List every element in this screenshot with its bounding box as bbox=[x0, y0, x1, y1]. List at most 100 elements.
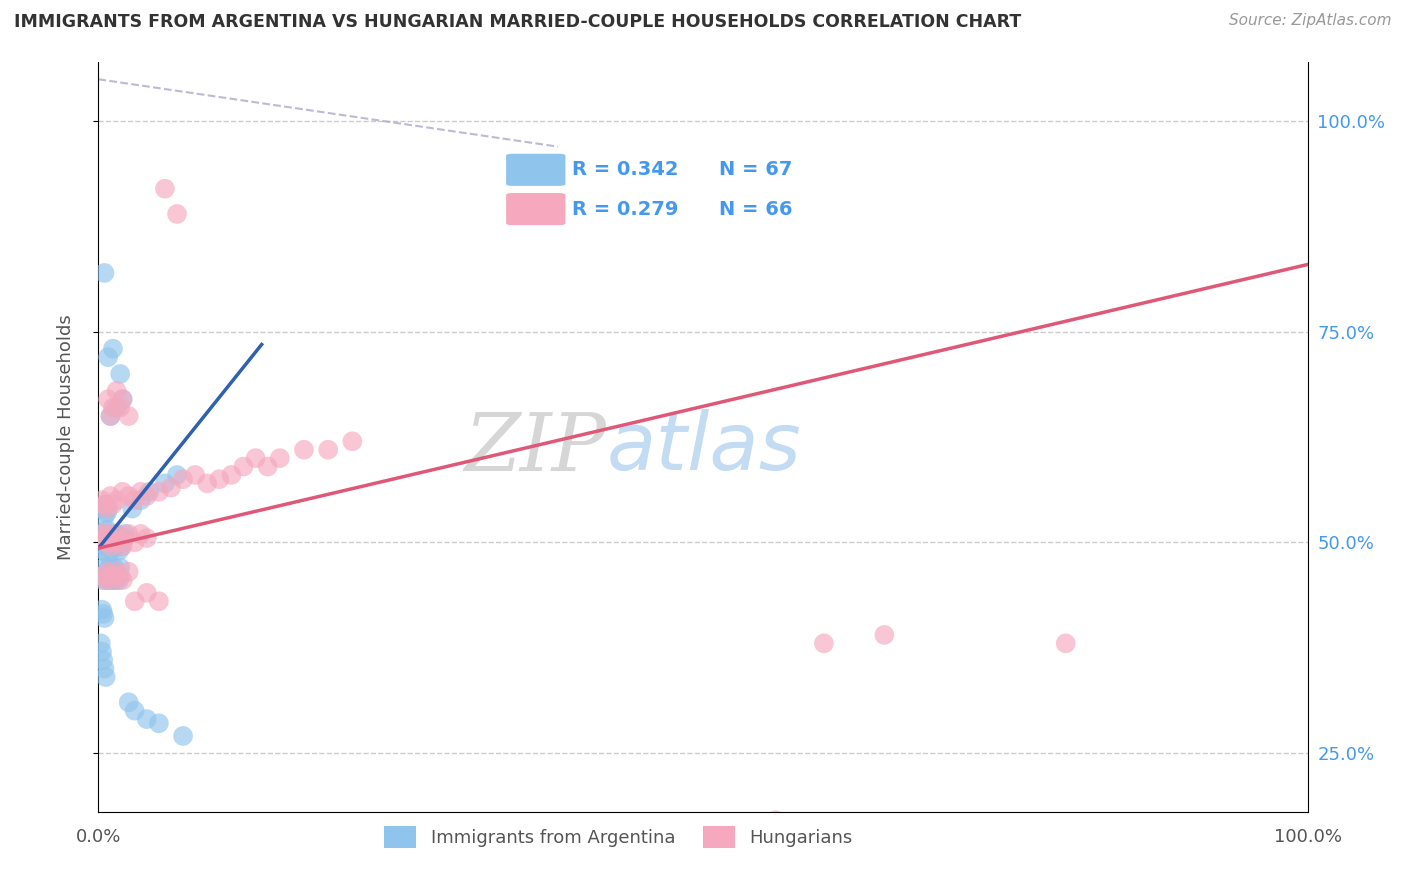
Point bbox=[124, 493, 146, 508]
Point bbox=[93, 266, 115, 280]
Point bbox=[110, 540, 132, 554]
Point bbox=[269, 451, 291, 466]
Point bbox=[148, 484, 170, 499]
Point bbox=[97, 548, 120, 562]
Point bbox=[114, 527, 136, 541]
Point bbox=[97, 350, 120, 364]
Point bbox=[93, 498, 115, 512]
Legend: Immigrants from Argentina, Hungarians: Immigrants from Argentina, Hungarians bbox=[377, 819, 860, 855]
Point bbox=[101, 573, 124, 587]
Point bbox=[256, 459, 278, 474]
Point bbox=[93, 531, 115, 545]
Point bbox=[91, 573, 114, 587]
Point bbox=[93, 662, 115, 676]
Point bbox=[96, 506, 118, 520]
Point bbox=[93, 560, 115, 574]
Point bbox=[135, 489, 157, 503]
Point bbox=[292, 442, 315, 457]
Point bbox=[342, 434, 364, 449]
Point bbox=[166, 207, 188, 221]
Point bbox=[100, 540, 122, 554]
Point bbox=[105, 565, 128, 579]
Point bbox=[104, 540, 127, 554]
Point bbox=[172, 472, 194, 486]
Point bbox=[195, 476, 218, 491]
Point bbox=[135, 712, 157, 726]
Point bbox=[91, 543, 114, 558]
Point bbox=[148, 594, 170, 608]
Point bbox=[97, 573, 120, 587]
Point bbox=[101, 342, 124, 356]
Point bbox=[221, 467, 243, 482]
Point bbox=[118, 489, 141, 503]
Point bbox=[101, 498, 124, 512]
Point bbox=[103, 531, 125, 545]
Point bbox=[100, 573, 122, 587]
Point bbox=[114, 531, 136, 545]
Point bbox=[100, 409, 122, 423]
Point bbox=[118, 695, 141, 709]
Point bbox=[94, 540, 117, 554]
Point bbox=[94, 569, 117, 583]
Point bbox=[118, 565, 141, 579]
Point bbox=[100, 543, 122, 558]
Point bbox=[138, 484, 160, 499]
Point bbox=[94, 670, 117, 684]
Point bbox=[135, 531, 157, 545]
Point bbox=[108, 573, 131, 587]
Text: N = 67: N = 67 bbox=[718, 161, 792, 179]
Point bbox=[135, 586, 157, 600]
Point bbox=[90, 535, 112, 549]
Point bbox=[91, 501, 114, 516]
Point bbox=[232, 459, 254, 474]
Point bbox=[91, 527, 114, 541]
Point bbox=[184, 467, 207, 482]
FancyBboxPatch shape bbox=[506, 193, 565, 225]
Point bbox=[692, 822, 714, 836]
Point bbox=[98, 535, 121, 549]
Point bbox=[91, 602, 114, 616]
Point bbox=[153, 182, 176, 196]
Text: Source: ZipAtlas.com: Source: ZipAtlas.com bbox=[1229, 13, 1392, 29]
Point bbox=[96, 535, 118, 549]
Point bbox=[105, 565, 128, 579]
Point bbox=[160, 481, 183, 495]
Point bbox=[107, 535, 129, 549]
Point bbox=[111, 573, 134, 587]
Point bbox=[105, 384, 128, 398]
Point bbox=[97, 565, 120, 579]
Point bbox=[873, 628, 896, 642]
Text: IMMIGRANTS FROM ARGENTINA VS HUNGARIAN MARRIED-COUPLE HOUSEHOLDS CORRELATION CHA: IMMIGRANTS FROM ARGENTINA VS HUNGARIAN M… bbox=[14, 13, 1021, 31]
Point bbox=[129, 484, 152, 499]
Point bbox=[105, 527, 128, 541]
Point bbox=[91, 527, 114, 541]
Point bbox=[100, 409, 122, 423]
Point bbox=[96, 501, 118, 516]
Y-axis label: Married-couple Households: Married-couple Households bbox=[56, 314, 75, 560]
Point bbox=[94, 573, 117, 587]
Text: R = 0.279: R = 0.279 bbox=[572, 200, 679, 219]
Point bbox=[108, 569, 131, 583]
Point bbox=[91, 569, 114, 583]
Point bbox=[91, 645, 114, 659]
Point bbox=[153, 476, 176, 491]
Point bbox=[93, 510, 115, 524]
Point bbox=[101, 401, 124, 415]
Point bbox=[96, 565, 118, 579]
Point bbox=[813, 636, 835, 650]
Text: N = 66: N = 66 bbox=[718, 200, 793, 219]
Point bbox=[94, 498, 117, 512]
Point bbox=[112, 531, 135, 545]
Point bbox=[107, 569, 129, 583]
Text: atlas: atlas bbox=[606, 409, 801, 487]
Point bbox=[90, 636, 112, 650]
Point bbox=[124, 704, 146, 718]
Point bbox=[100, 527, 122, 541]
Point bbox=[129, 527, 152, 541]
Point bbox=[111, 535, 134, 549]
Point bbox=[108, 535, 131, 549]
Point bbox=[91, 607, 114, 621]
Point bbox=[97, 527, 120, 541]
Point bbox=[108, 531, 131, 545]
Point bbox=[108, 543, 131, 558]
